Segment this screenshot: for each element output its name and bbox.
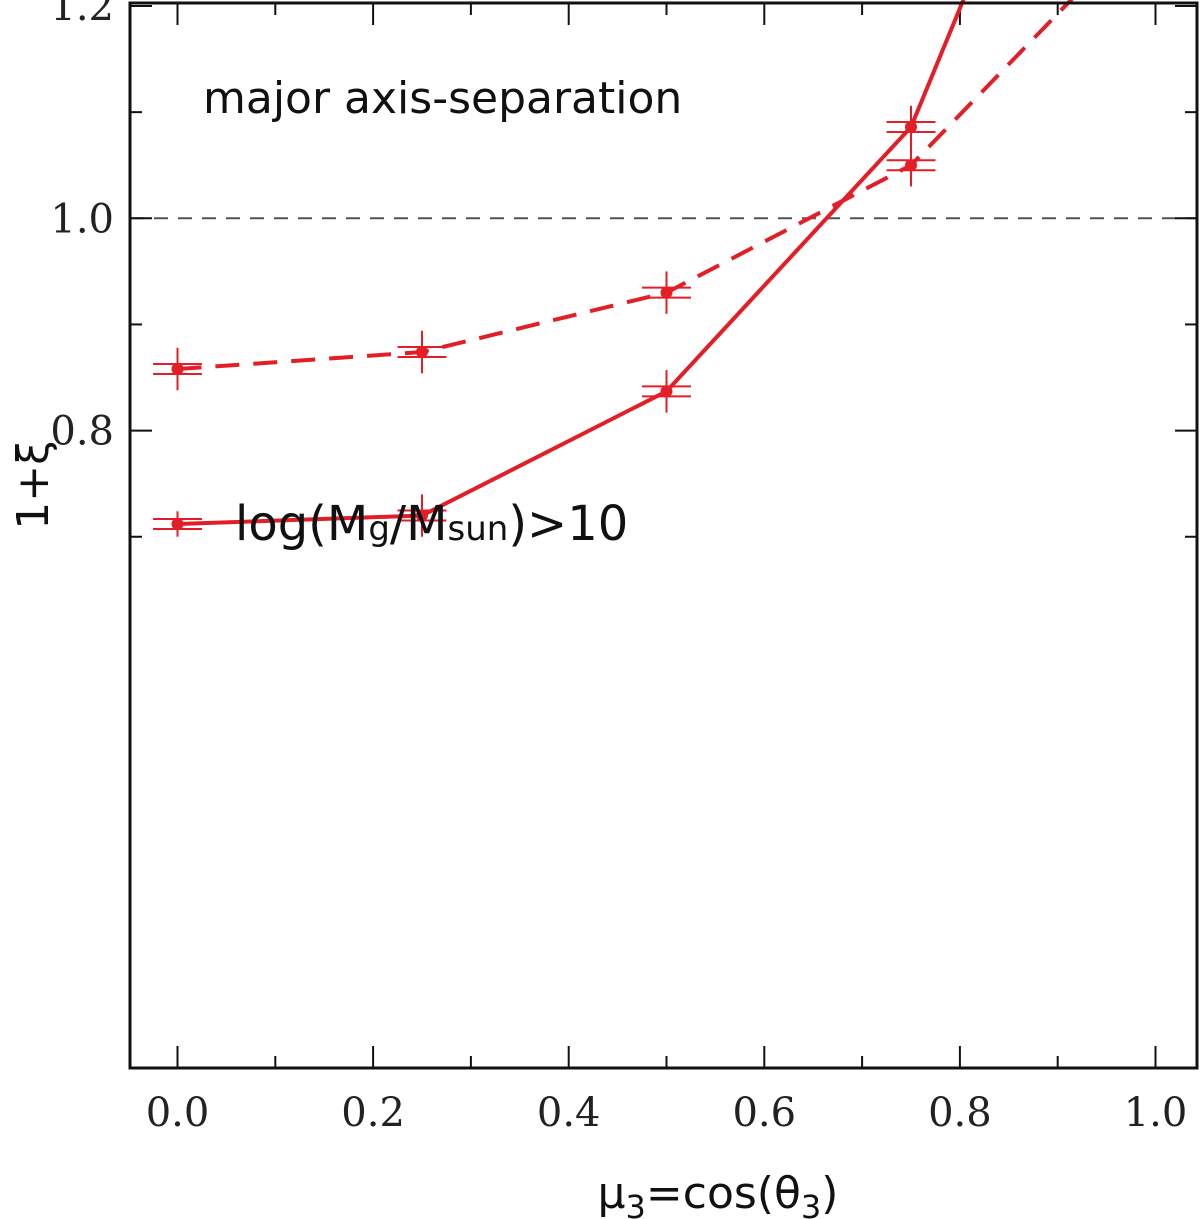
- x-tick-label: 1.0: [1124, 1090, 1188, 1136]
- data-point-dashed: [416, 346, 428, 359]
- x-tick-label: 0.0: [146, 1090, 210, 1136]
- data-point-dashed: [660, 286, 673, 299]
- data-point-solid: [905, 121, 917, 134]
- x-tick-label: 0.8: [928, 1090, 992, 1136]
- data-point-dashed: [905, 159, 917, 172]
- data-point-dashed: [171, 363, 184, 376]
- x-axis-title-mu: μ: [598, 1168, 626, 1219]
- data-point-solid: [416, 509, 428, 522]
- tick-labels-layer: 0.81.01.21.41.60.00.20.40.60.81.0: [50, 0, 1187, 1136]
- data-point-solid: [171, 518, 184, 531]
- ticks-layer: [130, 3, 1197, 1068]
- y-axis-title: 1+ξ: [8, 440, 59, 529]
- plot-frame: [128, 1, 1199, 1070]
- series-layer: [153, 0, 1074, 537]
- x-axis-title: μ3=cos(θ3): [598, 1168, 839, 1219]
- title-annotation: major axis-separation: [203, 73, 682, 124]
- y-tick-label: 1.0: [50, 196, 114, 242]
- x-tick-label: 0.4: [537, 1090, 601, 1136]
- data-point-solid: [660, 385, 673, 398]
- x-tick-label: 0.2: [341, 1090, 405, 1136]
- y-tick-label: 0.8: [50, 409, 114, 455]
- mass-cut-annotation: log(Mg/Msun)>10: [235, 496, 628, 552]
- x-axis-title-sub: 3: [626, 1188, 646, 1219]
- x-tick-label: 0.6: [732, 1090, 796, 1136]
- y-tick-label: 1.2: [50, 0, 114, 30]
